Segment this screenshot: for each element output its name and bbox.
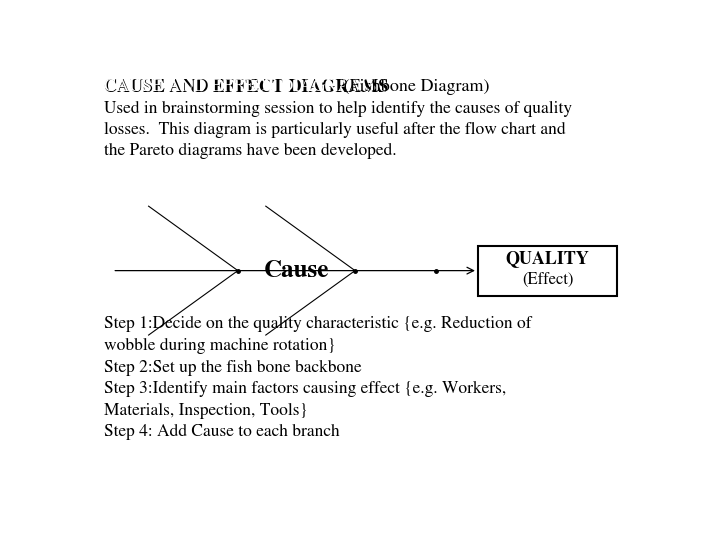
Text: Used in brainstorming session to help identify the causes of quality: Used in brainstorming session to help id… xyxy=(104,102,572,117)
Text: (Fishbone Diagram): (Fishbone Diagram) xyxy=(339,79,490,96)
Text: Step 4: Add Cause to each branch: Step 4: Add Cause to each branch xyxy=(104,424,340,441)
Text: Materials, Inspection, Tools}: Materials, Inspection, Tools} xyxy=(104,403,308,419)
Bar xyxy=(478,246,617,295)
Text: (Effect): (Effect) xyxy=(522,272,573,288)
Text: Cause: Cause xyxy=(264,260,329,282)
Text: CAUSE AND EFFECT DIAGRAMS (Fishbone Diagram): CAUSE AND EFFECT DIAGRAMS (Fishbone Diag… xyxy=(104,79,527,96)
Text: Step 1:Decide on the quality characteristic {e.g. Reduction of: Step 1:Decide on the quality characteris… xyxy=(104,316,531,333)
Text: CAUSE AND EFFECT DIAGRAMS: CAUSE AND EFFECT DIAGRAMS xyxy=(104,79,388,96)
Text: Step 3:Identify main factors causing effect {e.g. Workers,: Step 3:Identify main factors causing eff… xyxy=(104,381,506,397)
Text: wobble during machine rotation}: wobble during machine rotation} xyxy=(104,338,336,354)
Text: the Pareto diagrams have been developed.: the Pareto diagrams have been developed. xyxy=(104,143,397,159)
Text: losses.  This diagram is particularly useful after the flow chart and: losses. This diagram is particularly use… xyxy=(104,122,566,138)
Text: QUALITY: QUALITY xyxy=(505,251,590,267)
Text: Step 2:Set up the fish bone backbone: Step 2:Set up the fish bone backbone xyxy=(104,360,361,376)
